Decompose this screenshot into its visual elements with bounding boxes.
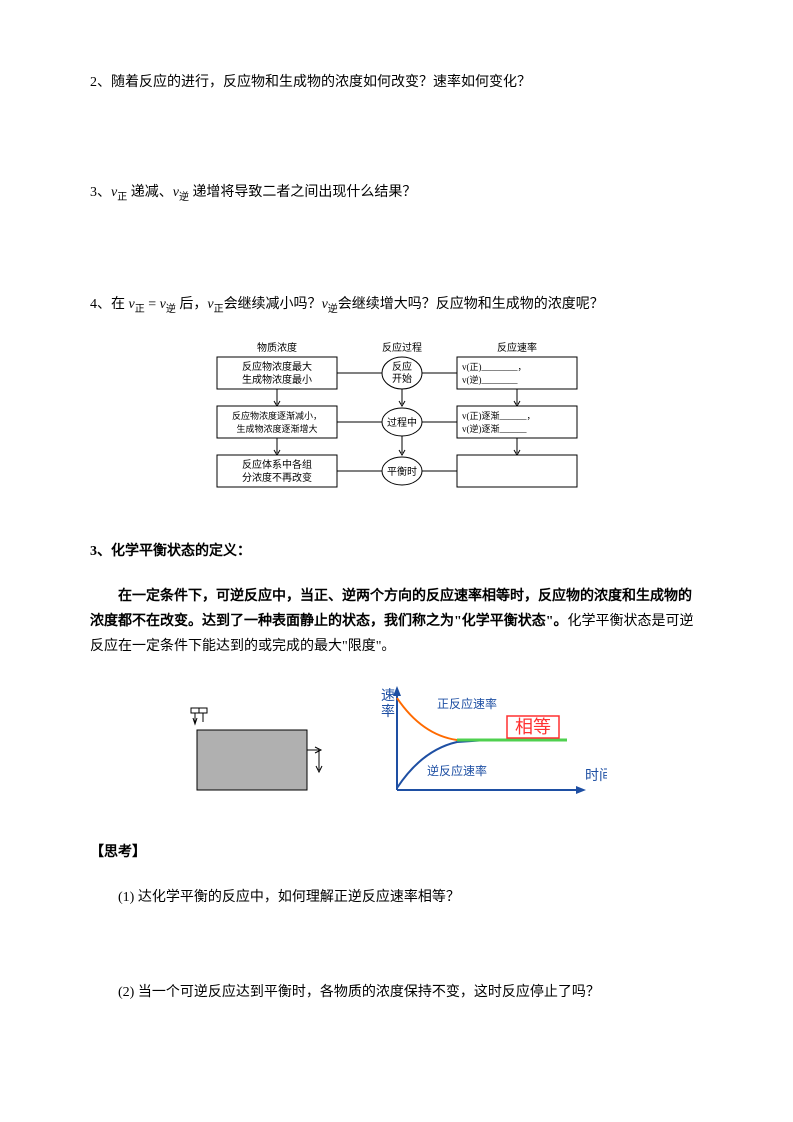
think-label: 【思考】 [90,840,703,865]
q3-sub2: 逆 [179,192,189,203]
fc-r2c3l1: v(正)逐渐______， [462,410,536,421]
q4-sub1: 正 [135,304,145,315]
rc-yl2: 率 [381,703,395,720]
q3-suffix: 递增将导致二者之间出现什么结果？ [189,185,417,200]
fc-r1c1l1: 反应物浓度最大 [242,360,312,373]
fc-r1c2l1: 反应 [392,360,412,373]
q3-prefix: 3、 [90,185,111,200]
rate-chart: 速 率 时间 正反应速率 逆反应速率 相等 [367,680,607,810]
q3-sub1: 正 [117,192,127,203]
rc-yl1: 速 [381,688,395,704]
fc-h1: 物质浓度 [257,341,297,354]
q4-mid2: 会继续减小吗？ [224,297,322,312]
tank-diagram [187,690,327,800]
fc-r1c2l2: 开始 [392,372,412,385]
q4-sub3: 正 [214,304,224,315]
rc-xl: 时间 [585,768,607,784]
think-q1: (1) 达化学平衡的反应中，如何理解正逆反应速率相等？ [118,885,703,910]
question-2: 2、随着反应的进行，反应物和生成物的浓度如何改变？速率如何变化？ [90,70,703,95]
flowchart-diagram: 物质浓度 反应过程 反应速率 反应物浓度最大 生成物浓度最小 反应 开始 v(正… [90,339,703,509]
fc-h2: 反应过程 [382,341,422,354]
q4-eq: = [145,297,160,312]
rc-fwd: 正反应速率 [437,696,497,711]
q4-sub4: 逆 [328,304,338,315]
fc-h3: 反应速率 [497,341,537,354]
fc-r2c3l2: v(逆)逐渐______ [462,423,527,434]
q4-mid3: 会继续增大吗？反应物和生成物的浓度呢？ [338,297,604,312]
diagram-row: 速 率 时间 正反应速率 逆反应速率 相等 [90,680,703,810]
q4-prefix: 4、在 [90,297,129,312]
q4-sub2: 逆 [166,304,176,315]
fc-r2c2: 过程中 [387,416,417,429]
rc-equal: 相等 [515,717,551,737]
q3-mid1: 递减、 [127,185,173,200]
fc-r3c2: 平衡时 [387,466,417,478]
fc-r1c3l1: v(正)________， [462,362,527,372]
fc-r1c1l2: 生成物浓度最小 [242,373,312,386]
q4-mid1: 后， [176,297,208,312]
rc-rev: 逆反应速率 [427,763,487,778]
question-3: 3、v正 递减、v逆 递增将导致二者之间出现什么结果？ [90,180,703,207]
section-3-heading: 3、化学平衡状态的定义： [90,539,703,564]
fc-r2c1l1: 反应物浓度逐渐减小， [231,410,321,421]
fc-r3c1l1: 反应体系中各组 [242,458,312,471]
definition-paragraph: 在一定条件下，可逆反应中，当正、逆两个方向的反应速率相等时，反应物的浓度和生成物… [90,584,703,660]
question-2-text: 2、随着反应的进行，反应物和生成物的浓度如何改变？速率如何变化？ [90,75,531,90]
think-q2: (2) 当一个可逆反应达到平衡时，各物质的浓度保持不变，这时反应停止了吗？ [118,980,703,1005]
fc-r1c3l2: v(逆)________ [462,374,518,385]
flowchart-svg: 物质浓度 反应过程 反应速率 反应物浓度最大 生成物浓度最小 反应 开始 v(正… [197,339,597,509]
fc-r2c1l2: 生成物浓度逐渐增大 [236,423,317,434]
question-4: 4、在 v正 = v逆 后，v正会继续减小吗？v逆会继续增大吗？反应物和生成物的… [90,292,703,319]
fc-r3c1l2: 分浓度不再改变 [242,471,312,484]
